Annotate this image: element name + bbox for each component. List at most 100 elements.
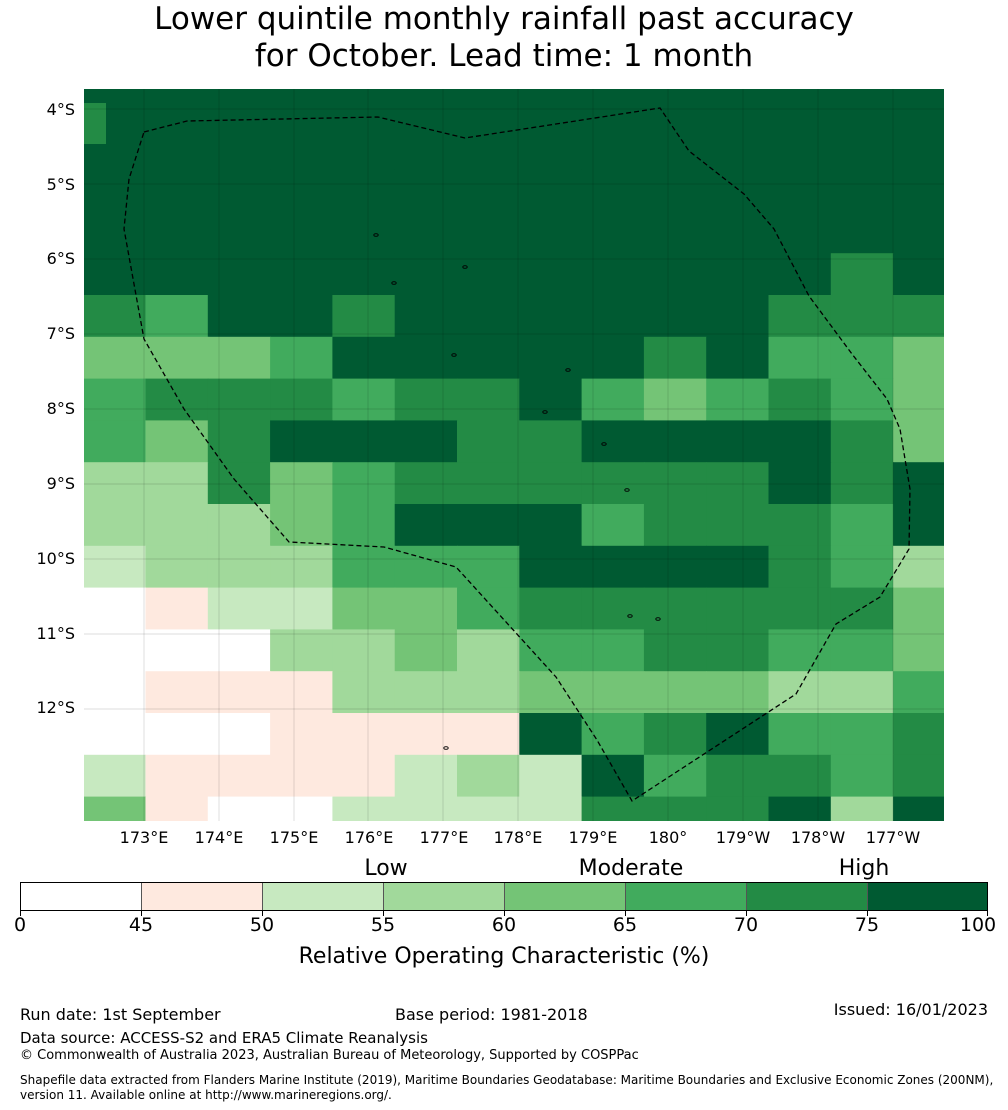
eez-boundary: [123, 107, 911, 802]
map-grid-cell: [84, 420, 147, 463]
lat-label-7s: 7°S: [46, 324, 75, 343]
map-grid-cell: [830, 89, 894, 129]
colorbar-tickmark: [867, 911, 868, 916]
map-grid-cell: [207, 796, 271, 821]
island-outline: [601, 442, 607, 446]
map-grid-cell: [519, 587, 583, 630]
map-grid-cell: [207, 671, 271, 714]
colorbar-segment-70-75: [747, 883, 868, 910]
map-grid-cell: [581, 462, 645, 505]
map-grid-cell: [457, 504, 520, 547]
map-grid-cell: [145, 211, 209, 254]
map-grid-cell: [84, 295, 147, 338]
map-grid-cell: [145, 754, 209, 798]
map-grid-cell: [893, 211, 944, 254]
map-grid-cell: [581, 89, 645, 129]
map-grid-cell: [332, 420, 396, 463]
map-grid-cell: [84, 504, 147, 547]
map-grid-cell: [457, 754, 520, 798]
map-grid-cell: [706, 169, 770, 212]
map-grid-cell: [581, 420, 645, 463]
map-grid-cell: [519, 420, 583, 463]
data-source: Data source: ACCESS-S2 and ERA5 Climate …: [20, 1029, 428, 1047]
map-grid-cell: [706, 671, 770, 714]
map-grid-cell: [581, 127, 645, 171]
legend-category-moderate: Moderate: [578, 856, 684, 881]
legend-colorbar: [20, 882, 988, 911]
map-grid-cell: [270, 462, 333, 505]
map-grid-cell: [643, 336, 707, 380]
map-grid-cell: [519, 629, 583, 672]
map-grid-cell: [830, 127, 894, 171]
map-grid-cell: [519, 545, 583, 589]
map-grid-cell: [457, 587, 520, 630]
colorbar-label: Relative Operating Characteristic (%): [298, 944, 710, 969]
colorbar-segment-60-65: [505, 883, 626, 910]
lon-label-179e: 179°E: [568, 828, 618, 847]
map-grid-cell: [643, 462, 707, 505]
map-grid-cell: [270, 127, 333, 171]
colorbar-segment-45-50: [142, 883, 263, 910]
map-grid-cell: [145, 629, 209, 672]
map-grid-cell: [145, 378, 209, 421]
map-grid-cell: [830, 462, 894, 505]
colorbar-tickmark: [141, 911, 142, 916]
island-outline: [451, 353, 457, 357]
map-grid-cell: [519, 378, 583, 421]
map-grid-cell: [394, 796, 458, 821]
map-grid-cell: [830, 378, 894, 421]
lon-label-177e: 177°E: [419, 828, 469, 847]
map-grid-cell: [270, 378, 333, 421]
issued-date: Issued: 16/01/2023: [833, 1000, 988, 1019]
map-grid-cell: [706, 796, 770, 821]
map-grid-cell: [768, 504, 832, 547]
map-grid-cell: [768, 796, 832, 821]
map-grid-cell: [643, 796, 707, 821]
map-grid-cell: [893, 127, 944, 171]
map-grid-cell: [270, 89, 333, 129]
map-grid-cell: [768, 462, 832, 505]
map-grid-cell: [332, 336, 396, 380]
map-grid-cell: [145, 545, 209, 589]
map-grid-cell: [270, 671, 333, 714]
colorbar-tick-60: 60: [491, 914, 517, 936]
colorbar-tickmark: [383, 911, 384, 916]
legend-category-low: Low: [364, 856, 408, 881]
map-grid-cell: [830, 253, 894, 296]
lon-label-179w: 179°W: [715, 828, 771, 847]
map-grid-cell: [332, 211, 396, 254]
map-grid-cell: [706, 629, 770, 672]
colorbar-tickmark: [20, 911, 21, 916]
map-grid-cell: [581, 169, 645, 212]
map-grid-cell: [643, 295, 707, 338]
map-grid-cell: [830, 336, 894, 380]
map-grid-cell: [581, 336, 645, 380]
colorbar-tick-45: 45: [128, 914, 154, 936]
map-grid-cell: [207, 713, 271, 756]
map-grid-cell: [706, 587, 770, 630]
map-grid-cell: [768, 169, 832, 212]
island-outline: [655, 617, 661, 621]
map-grid-cell: [519, 713, 583, 756]
map-grid-cell: [457, 253, 520, 296]
rainfall-accuracy-map: [84, 89, 944, 821]
map-grid-cell: [207, 295, 271, 338]
map-grid-cell: [457, 796, 520, 821]
map-grid-cell: [643, 671, 707, 714]
map-grid-cell: [643, 211, 707, 254]
map-grid-cell: [207, 89, 271, 129]
lat-label-11s: 11°S: [36, 624, 75, 643]
map-grid-cell: [145, 169, 209, 212]
map-grid-cell: [830, 754, 894, 798]
map-grid-cell: [768, 754, 832, 798]
island-outline: [462, 265, 468, 269]
map-grid-cell: [581, 587, 645, 630]
map-grid-cell: [830, 504, 894, 547]
map-grid-cell: [394, 253, 458, 296]
map-grid-cell: [394, 420, 458, 463]
map-grid-cell: [519, 504, 583, 547]
map-title-line-2: for October. Lead time: 1 month: [254, 38, 754, 74]
colorbar-tick-55: 55: [370, 914, 396, 936]
map-grid-cell: [394, 127, 458, 171]
map-grid-cell: [207, 420, 271, 463]
